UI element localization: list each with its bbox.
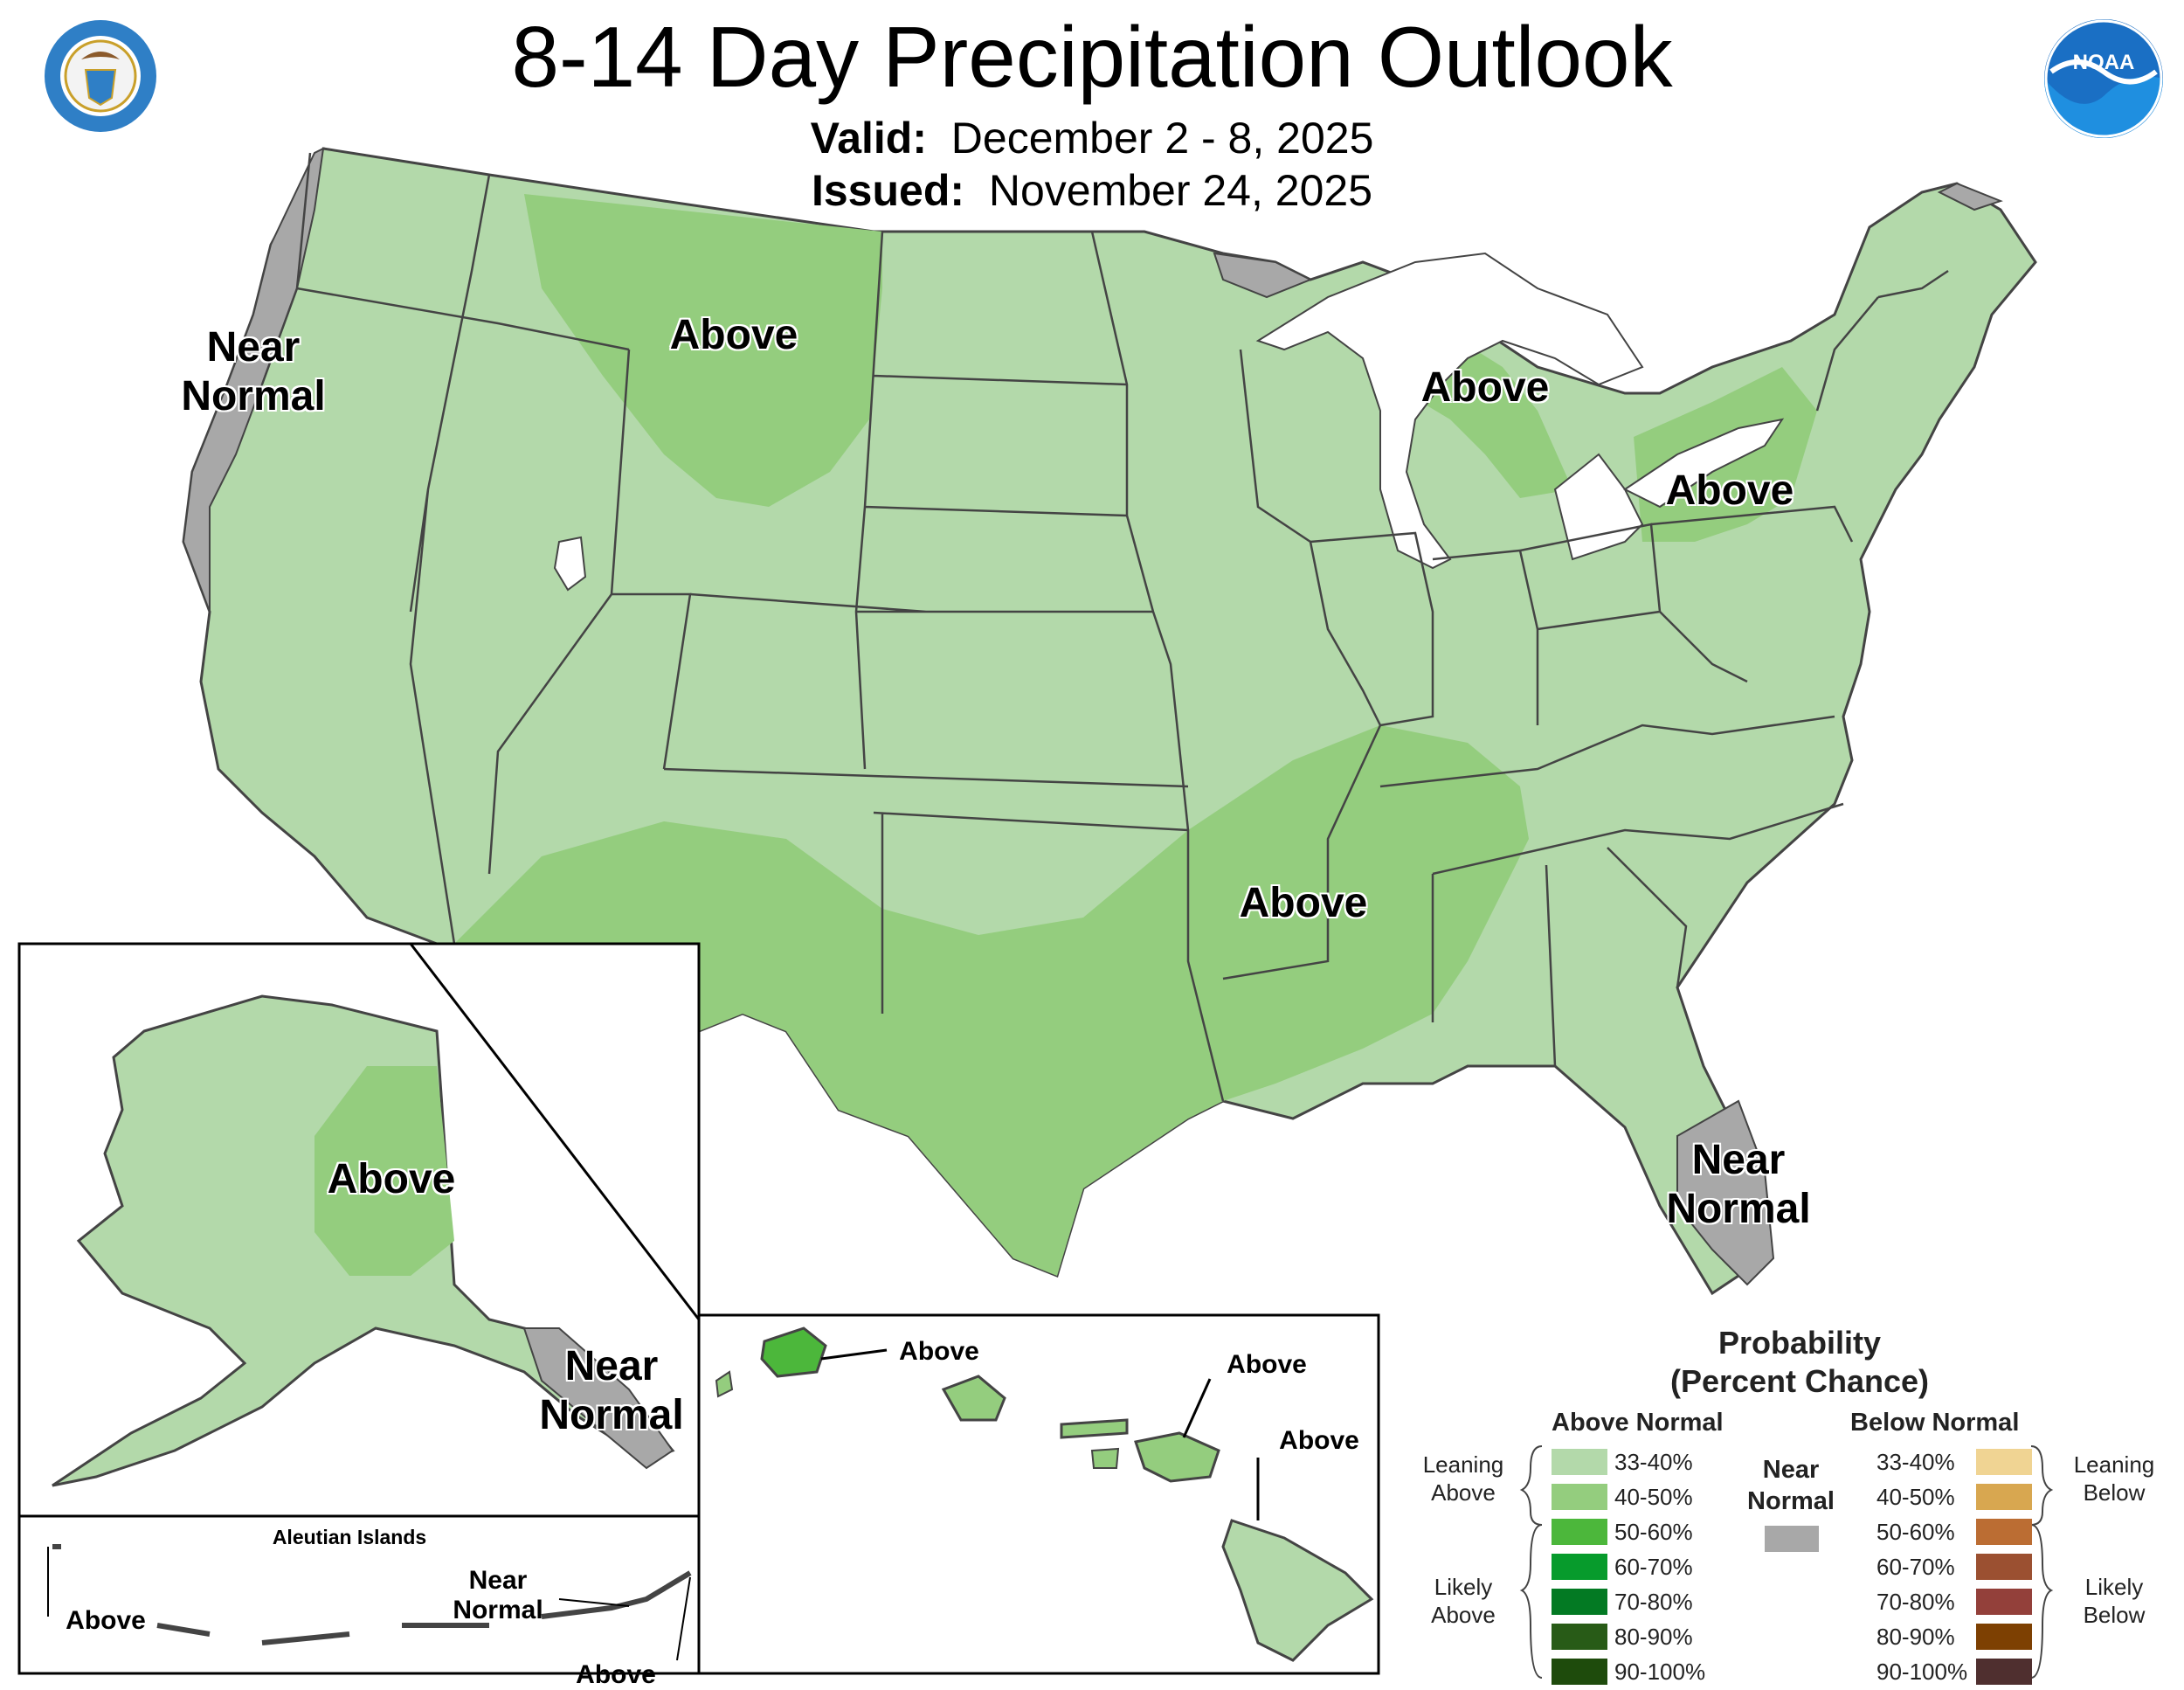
noaa-logo: NOAA [2042,17,2165,140]
noaa-logo-icon [2044,19,2163,138]
valid-line: Valid: December 2 - 8, 2025 [0,112,2184,164]
above-montana-label: Above [669,312,798,358]
noaa-logo-text: NOAA [2072,51,2135,74]
big-island [1221,1519,1374,1662]
hawaii-above-maui-label: Above [1227,1350,1307,1379]
minnesota-near-normal-region [1213,252,1313,299]
above-bin-swatch-label-2: 50-60% [1614,1519,1693,1545]
valid-label: Valid: [810,114,927,163]
alaska-near-normal-label: Near Normal [539,1343,684,1438]
below-bin-swatch-5 [1976,1624,2032,1650]
legend-title: Probability (Percent Chance) [1669,1325,1930,1399]
above-bin-swatch-0 [1552,1449,1607,1475]
leaning-below-brace [2030,1445,2054,1526]
near-normal-west-label: Near Normal [181,324,326,419]
above-bin-swatch-label-5: 80-90% [1614,1624,1693,1650]
above-bin-swatch-4 [1552,1589,1607,1615]
lanai-island [1090,1447,1120,1469]
below-bin-swatch-1 [1976,1484,2032,1510]
above-bin-swatch-5 [1552,1624,1607,1650]
leaning-below-label: Leaning Below [2073,1451,2155,1506]
alaska-above-region [314,1066,454,1276]
above-newyork-label: Above [1665,468,1794,514]
alaska-panhandle-near-normal [522,1327,674,1470]
above-bin-swatch-6 [1552,1659,1607,1685]
above-bin-swatch-label-1: 40-50% [1614,1484,1693,1510]
above-bin-swatch-3 [1552,1554,1607,1580]
below-bin-swatch-3 [1976,1554,2032,1580]
below-bin-swatch-6 [1976,1659,2032,1685]
commerce-seal-icon [45,20,156,132]
above-bin-swatch-label-0: 33-40% [1614,1449,1693,1475]
above-southcentral-label: Above [1239,880,1368,926]
below-bin-swatch-4 [1976,1589,2032,1615]
niihau-island [715,1370,734,1398]
commerce-seal [42,17,160,135]
hawaii-above-bigisland-label: Above [1279,1426,1359,1455]
aleutian-near-normal-label: Near Normal [453,1566,543,1624]
aleutian-title: Aleutian Islands [272,1526,427,1548]
above-bin-swatch-label-4: 70-80% [1614,1589,1693,1615]
kauai-island [760,1326,827,1378]
above-bin-swatch-1 [1552,1484,1607,1510]
alaska-above-label: Above [327,1156,456,1202]
near-normal-legend-label: Near Normal [1747,1456,1835,1515]
molokai-island [1060,1418,1129,1439]
maui-island [1134,1431,1220,1483]
below-bin-swatch-label-2: 50-60% [1876,1519,1955,1545]
likely-below-brace [2030,1524,2054,1679]
great-salt-lake [553,536,587,592]
inset-connector-line [409,943,701,1320]
florida-near-normal-region [1676,1099,1775,1286]
below-bin-swatch-2 [1976,1519,2032,1545]
issued-value: November 24, 2025 [988,166,1373,215]
likely-above-label: Likely Above [1431,1574,1496,1628]
page-title: 8-14 Day Precipitation Outlook [511,9,1673,105]
below-bin-swatch-label-5: 80-90% [1876,1624,1955,1650]
state-boundaries [260,152,1949,1102]
below-bin-swatch-label-6: 90-100% [1876,1659,1968,1685]
leaning-above-label: Leaning Above [1422,1451,1504,1506]
aleutian-islands [52,1544,692,1645]
below-bin-swatch-label-0: 33-40% [1876,1449,1955,1475]
below-bin-swatch-0 [1976,1449,2032,1475]
west-coast-near-normal-region [182,147,325,613]
above-michigan-label: Above [1420,364,1550,411]
above-bin-swatch-label-3: 60-70% [1614,1554,1693,1580]
legend-above-header: Above Normal [1552,1409,1724,1437]
montana-above-region [524,194,882,507]
hawaii-above-kauai-label: Above [899,1337,979,1366]
above-bin-swatch-2 [1552,1519,1607,1545]
legend-below-header: Below Normal [1850,1409,2020,1437]
likely-below-label: Likely Below [2083,1574,2146,1628]
near-normal-swatch [1765,1526,1819,1552]
oahu-island [941,1375,1006,1422]
below-bin-swatch-label-4: 70-80% [1876,1589,1955,1615]
below-bin-swatch-label-3: 60-70% [1876,1554,1955,1580]
valid-value: December 2 - 8, 2025 [950,114,1374,163]
southcentral-above-region [454,725,1529,1276]
great-lakes [1255,252,1785,570]
issued-line: Issued: November 24, 2025 [0,164,2184,217]
leaning-above-brace [1519,1445,1543,1526]
aleutian-above-west-label: Above [66,1606,146,1635]
aleutian-inset-frame [17,1514,701,1675]
aleutian-above-east-label: Above [576,1660,656,1689]
near-normal-florida-label: Near Normal [1666,1137,1811,1232]
below-bin-swatch-label-1: 40-50% [1876,1484,1955,1510]
above-bin-swatch-label-6: 90-100% [1614,1659,1706,1685]
maine-near-normal-region [1937,182,2003,211]
likely-above-brace [1519,1524,1543,1679]
issued-label: Issued: [811,166,965,215]
